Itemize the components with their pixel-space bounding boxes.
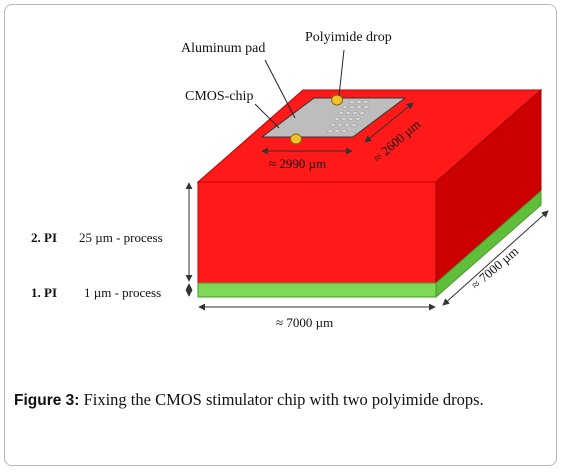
label-chip-width: ≈ 2990 µm [269, 156, 326, 171]
label-layer2-desc: 25 µm - process [79, 230, 163, 245]
polyimide-drop-1 [331, 94, 343, 106]
polyimide-drop-2 [290, 133, 302, 145]
label-block-width: ≈ 7000 µm [276, 315, 333, 330]
dim-block-depth [442, 210, 549, 306]
leader-polyimide-drop [338, 49, 345, 97]
label-polyimide-drop: Polyimide drop [305, 30, 392, 45]
caption-text: Fixing the CMOS stimulator chip with two… [79, 390, 484, 409]
leader-aluminum-pad [264, 59, 296, 119]
label-layer1-desc: 1 µm - process [84, 285, 161, 300]
label-layer1-name: 1. PI [31, 285, 57, 300]
block-front-red-face [197, 181, 437, 284]
label-cmos-chip: CMOS-chip [185, 89, 253, 104]
dim-chip-depth [364, 102, 414, 143]
caption-label: Figure 3: [14, 392, 80, 409]
leader-cmos-chip [254, 103, 280, 129]
label-layer2-name: 2. PI [31, 230, 57, 245]
label-aluminum-pad: Aluminum pad [181, 41, 265, 56]
aluminum-pad-array [326, 100, 370, 133]
figure-caption: Figure 3: Fixing the CMOS stimulator chi… [14, 388, 548, 413]
layer1-front-green [197, 282, 437, 298]
